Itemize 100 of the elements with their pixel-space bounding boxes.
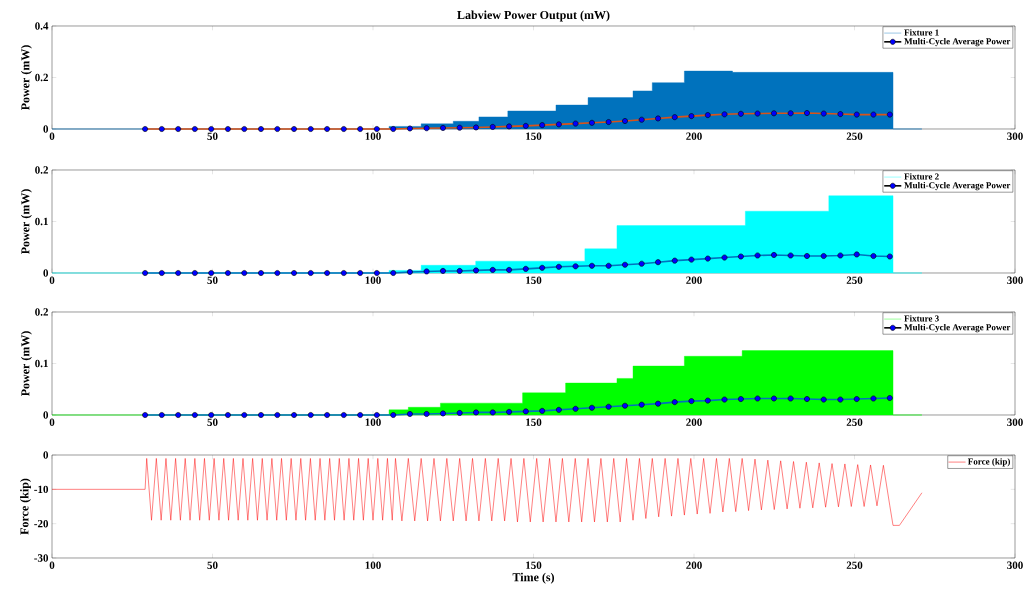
y-tick-label: 0.2 bbox=[35, 308, 48, 316]
point bbox=[340, 412, 347, 418]
y-tick-label: 0.1 bbox=[35, 217, 48, 226]
x-axis-title: Time (s) bbox=[512, 572, 555, 584]
point bbox=[158, 412, 165, 418]
point bbox=[473, 409, 479, 416]
point bbox=[589, 262, 595, 269]
point bbox=[506, 409, 513, 415]
point bbox=[605, 262, 612, 269]
point bbox=[291, 126, 297, 132]
line-series bbox=[51, 458, 923, 526]
point bbox=[390, 412, 397, 418]
point bbox=[208, 412, 215, 418]
point bbox=[175, 270, 182, 276]
x-tick-label: 150 bbox=[526, 561, 542, 569]
point bbox=[390, 126, 397, 132]
point bbox=[407, 411, 413, 417]
point bbox=[853, 251, 860, 258]
point bbox=[771, 252, 777, 258]
point bbox=[804, 110, 810, 116]
point bbox=[572, 263, 579, 270]
point bbox=[737, 253, 744, 260]
legend-label: Multi-Cycle Average Power bbox=[904, 37, 1011, 47]
point bbox=[704, 112, 711, 118]
x-tick-label: 200 bbox=[686, 418, 702, 426]
point bbox=[870, 111, 877, 118]
legend-label: Multi-Cycle Average Power bbox=[904, 181, 1011, 191]
point bbox=[291, 412, 297, 418]
point bbox=[638, 401, 645, 408]
x-tick-label: 0 bbox=[49, 561, 55, 569]
point bbox=[390, 270, 397, 276]
point bbox=[820, 253, 827, 259]
legend-label: Fixture 2 bbox=[904, 173, 939, 180]
point bbox=[324, 270, 330, 276]
point bbox=[423, 411, 430, 417]
point bbox=[324, 412, 330, 418]
x-tick-label: 250 bbox=[846, 418, 863, 426]
point bbox=[605, 119, 612, 125]
point bbox=[589, 119, 595, 126]
x-tick-label: 250 bbox=[846, 561, 863, 569]
point bbox=[258, 412, 264, 418]
y-tick-label: -30 bbox=[34, 554, 49, 562]
point bbox=[771, 395, 777, 402]
x-tick-label: 50 bbox=[207, 418, 218, 426]
point bbox=[324, 126, 330, 132]
y-axis-title: Power (mW) bbox=[20, 189, 32, 255]
point bbox=[175, 412, 182, 418]
point bbox=[820, 110, 827, 117]
point bbox=[191, 412, 198, 418]
point bbox=[440, 268, 446, 274]
x-tick-label: 200 bbox=[686, 276, 702, 284]
x-tick-label: 150 bbox=[526, 132, 542, 140]
point bbox=[837, 252, 844, 259]
point bbox=[440, 125, 446, 131]
point bbox=[886, 253, 893, 260]
x-tick-label: 200 bbox=[686, 132, 702, 140]
point bbox=[754, 110, 761, 117]
point bbox=[522, 265, 529, 272]
point bbox=[340, 126, 347, 132]
legend-label: Force (kip) bbox=[967, 458, 1010, 467]
x-tick-label: 150 bbox=[526, 276, 542, 284]
point bbox=[241, 126, 248, 132]
x-tick-label: 0 bbox=[49, 276, 55, 284]
point bbox=[142, 270, 148, 276]
chart-title: Labview Power Output (mW) bbox=[457, 10, 610, 22]
point bbox=[191, 270, 198, 276]
x-tick-label: 100 bbox=[365, 276, 381, 284]
point bbox=[555, 263, 562, 270]
point bbox=[622, 402, 628, 409]
x-tick-label: 100 bbox=[365, 132, 381, 140]
point bbox=[539, 264, 546, 271]
x-tick-label: 0 bbox=[49, 132, 55, 140]
legend-label: Fixture 3 bbox=[904, 315, 939, 322]
y-tick-label: 0 bbox=[43, 451, 49, 459]
legend-label: Fixture 1 bbox=[904, 29, 939, 36]
point bbox=[423, 125, 430, 132]
point bbox=[886, 395, 893, 401]
y-tick-label: 0.1 bbox=[35, 359, 48, 368]
x-tick-label: 200 bbox=[686, 561, 702, 569]
point bbox=[754, 252, 761, 259]
point bbox=[407, 125, 413, 132]
y-tick-label: 0 bbox=[43, 125, 49, 133]
point bbox=[704, 397, 711, 404]
point bbox=[158, 126, 165, 132]
x-tick-label: 50 bbox=[207, 561, 218, 569]
y-axis-title: Force (kip) bbox=[20, 478, 31, 535]
point bbox=[258, 270, 264, 276]
point bbox=[605, 403, 612, 410]
point bbox=[589, 404, 595, 411]
x-tick-label: 300 bbox=[1007, 132, 1023, 140]
point bbox=[853, 111, 860, 118]
y-axis-title: Power (mW) bbox=[20, 331, 32, 397]
point bbox=[870, 395, 877, 402]
point bbox=[456, 268, 463, 274]
point bbox=[225, 126, 231, 132]
point bbox=[407, 269, 413, 275]
legend-label: Multi-Cycle Average Power bbox=[904, 323, 1011, 333]
point bbox=[225, 270, 231, 276]
point bbox=[837, 396, 844, 403]
point bbox=[638, 260, 645, 267]
